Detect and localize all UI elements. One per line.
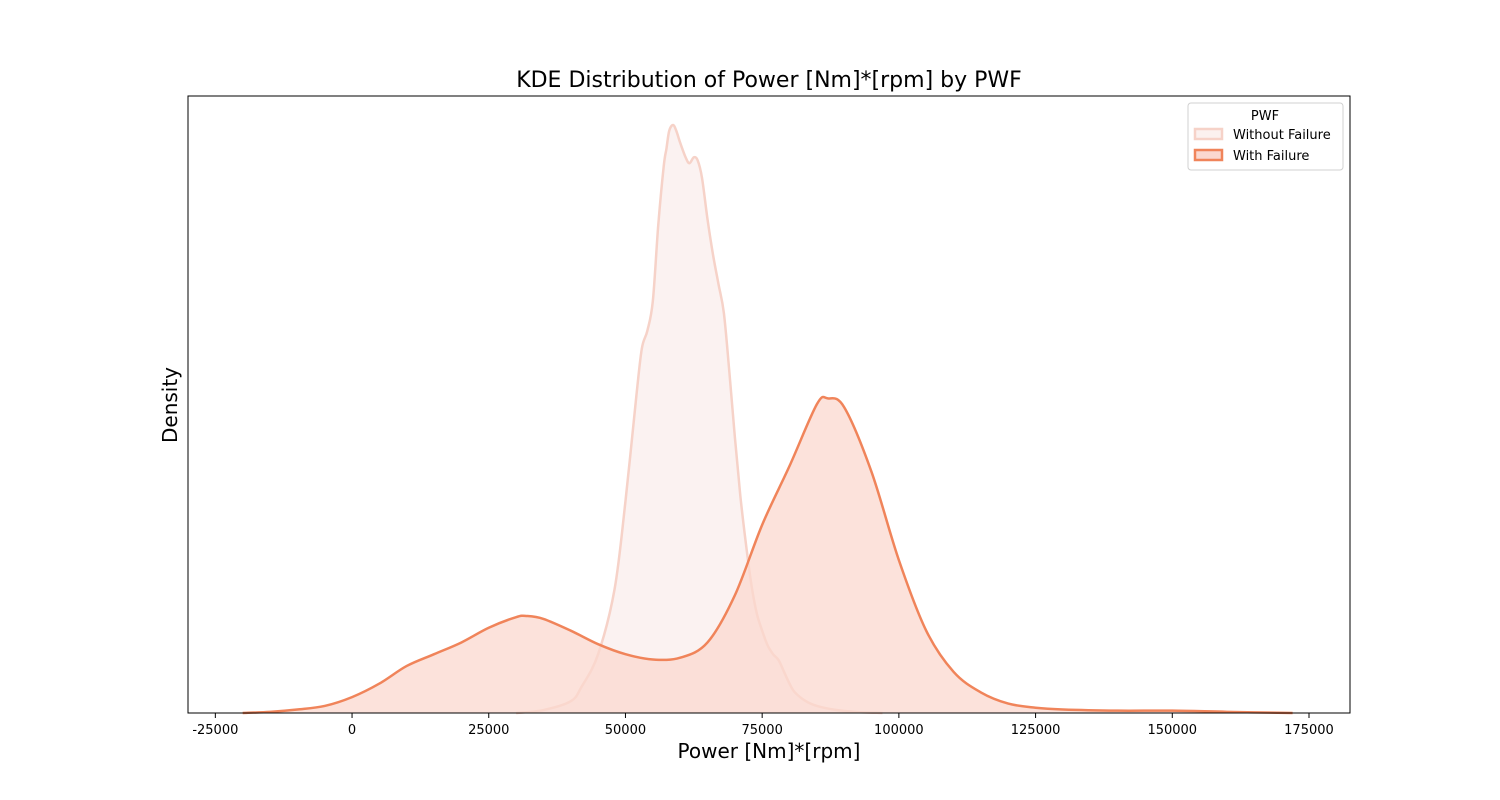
x-tick-label: 150000 (1147, 723, 1197, 738)
y-axis-label: Density (158, 367, 182, 443)
legend-label: Without Failure (1233, 128, 1331, 143)
x-tick-label: 100000 (874, 723, 924, 738)
chart-title: KDE Distribution of Power [Nm]*[rpm] by … (516, 68, 1022, 93)
legend-items: Without Failure With Failure (1193, 127, 1331, 164)
series-line-2 (242, 395, 1293, 715)
legend-title: PWF (1251, 109, 1279, 124)
x-tick-label: 50000 (605, 723, 646, 738)
legend-swatch (1193, 148, 1224, 162)
x-tick-label: 25000 (468, 723, 509, 738)
x-axis-label: Power [Nm]*[rpm] (678, 739, 861, 763)
plot-area (242, 123, 1293, 715)
series-area-1 (516, 125, 883, 713)
x-tick-label: 125000 (1011, 723, 1061, 738)
series-area-2 (242, 396, 1293, 713)
x-tick-label: 75000 (741, 723, 782, 738)
x-tick-label: -25000 (192, 723, 238, 738)
series-2 (242, 395, 1293, 715)
legend-box (1187, 102, 1344, 171)
plot-frame (187, 95, 1351, 714)
legend: PWF Without Failure With Failure (1187, 102, 1344, 171)
legend-label: With Failure (1233, 149, 1309, 164)
x-tick-label: 0 (348, 723, 356, 738)
legend-swatch (1193, 127, 1224, 141)
x-axis-ticks: -25000 0 25000 50000 75000 100000 125000 150000… (192, 713, 1334, 738)
x-tick-label: 175000 (1284, 723, 1334, 738)
